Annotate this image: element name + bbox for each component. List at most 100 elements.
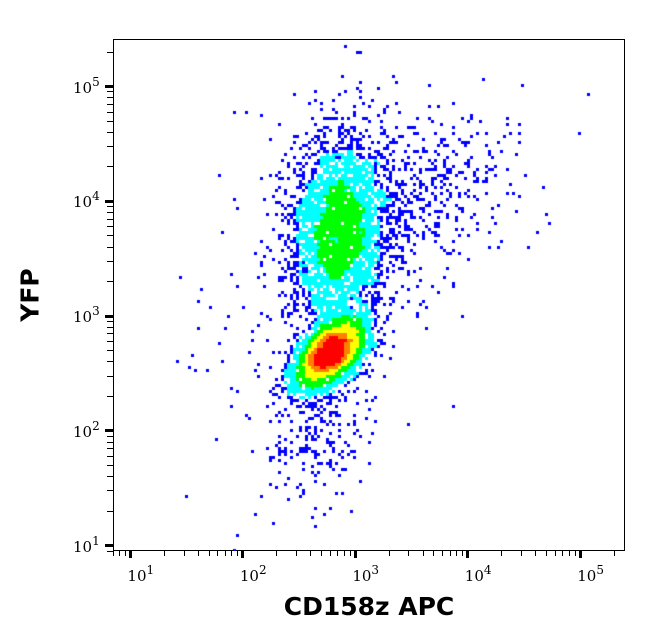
y-minor-tick bbox=[107, 350, 113, 352]
x-minor-tick bbox=[545, 551, 547, 556]
tick-base: 10 bbox=[73, 422, 93, 441]
x-minor-tick bbox=[208, 551, 210, 556]
tick-exponent: 1 bbox=[92, 533, 100, 548]
y-axis-title: YFP bbox=[15, 268, 45, 322]
y-minor-tick bbox=[107, 103, 113, 105]
x-minor-tick bbox=[562, 551, 564, 556]
y-tick-label: 105 bbox=[73, 76, 100, 96]
tick-exponent: 5 bbox=[596, 563, 604, 577]
tick-exponent: 2 bbox=[258, 563, 267, 577]
y-major-tick bbox=[105, 199, 113, 203]
x-major-tick bbox=[128, 551, 132, 558]
x-minor-tick bbox=[349, 551, 351, 556]
tick-base: 10 bbox=[127, 567, 147, 585]
x-minor-tick bbox=[408, 551, 410, 556]
tick-base: 10 bbox=[73, 308, 93, 327]
y-minor-tick bbox=[107, 441, 113, 443]
x-minor-tick bbox=[231, 551, 233, 556]
x-minor-tick bbox=[520, 551, 522, 556]
y-minor-tick bbox=[107, 212, 113, 214]
y-minor-tick bbox=[107, 281, 113, 283]
tick-base: 10 bbox=[239, 567, 259, 585]
x-minor-tick bbox=[329, 551, 331, 556]
tick-exponent: 2 bbox=[92, 418, 100, 433]
y-minor-tick bbox=[107, 550, 113, 552]
tick-exponent: 5 bbox=[92, 74, 100, 89]
y-minor-tick bbox=[107, 490, 113, 492]
x-minor-tick bbox=[224, 551, 226, 556]
x-major-tick bbox=[578, 551, 582, 558]
tick-base: 10 bbox=[352, 567, 372, 585]
y-minor-tick bbox=[107, 465, 113, 467]
y-minor-tick bbox=[107, 131, 113, 133]
y-tick-label: 103 bbox=[73, 305, 100, 327]
x-minor-tick bbox=[501, 551, 503, 556]
tick-base: 10 bbox=[464, 567, 484, 585]
x-minor-tick bbox=[534, 551, 536, 556]
y-minor-tick bbox=[107, 260, 113, 262]
x-minor-tick bbox=[217, 551, 219, 556]
x-minor-tick bbox=[613, 551, 615, 556]
x-minor-tick bbox=[276, 551, 278, 556]
tick-exponent: 4 bbox=[483, 563, 492, 577]
x-axis-title: CD158z APC bbox=[283, 592, 455, 621]
x-minor-tick bbox=[456, 551, 458, 556]
x-major-tick bbox=[353, 551, 357, 558]
tick-exponent: 4 bbox=[92, 189, 100, 204]
y-minor-tick bbox=[107, 226, 113, 228]
y-minor-tick bbox=[107, 235, 113, 237]
x-minor-tick bbox=[433, 551, 435, 556]
x-minor-tick bbox=[124, 551, 126, 556]
x-minor-tick bbox=[320, 551, 322, 556]
y-minor-tick bbox=[107, 361, 113, 363]
y-major-tick bbox=[105, 314, 113, 318]
y-minor-tick bbox=[107, 326, 113, 328]
x-minor-tick bbox=[310, 551, 312, 556]
y-minor-tick bbox=[107, 395, 113, 397]
tick-exponent: 3 bbox=[371, 563, 380, 577]
x-major-tick bbox=[241, 551, 245, 558]
x-minor-tick bbox=[568, 551, 570, 556]
y-major-tick bbox=[105, 429, 113, 433]
y-minor-tick bbox=[107, 120, 113, 122]
y-minor-tick bbox=[107, 375, 113, 377]
y-minor-tick bbox=[107, 341, 113, 343]
y-minor-tick bbox=[107, 246, 113, 248]
y-minor-tick bbox=[107, 435, 113, 437]
y-major-tick bbox=[105, 85, 113, 89]
tick-exponent: 1 bbox=[146, 563, 155, 577]
y-tick-label: 101 bbox=[73, 535, 100, 556]
y-tick-label: 102 bbox=[73, 420, 100, 441]
x-minor-tick bbox=[237, 551, 239, 556]
x-tick-label: 101 bbox=[127, 564, 154, 585]
x-tick-label: 105 bbox=[577, 564, 604, 584]
tick-base: 10 bbox=[73, 193, 93, 212]
y-minor-tick bbox=[107, 510, 113, 512]
y-tick-label: 104 bbox=[73, 190, 100, 212]
density-scatter bbox=[113, 39, 625, 551]
x-tick-label: 102 bbox=[239, 564, 267, 585]
x-minor-tick bbox=[197, 551, 199, 556]
y-minor-tick bbox=[107, 146, 113, 148]
x-major-tick bbox=[466, 551, 470, 558]
y-minor-tick bbox=[107, 166, 113, 168]
x-minor-tick bbox=[112, 551, 114, 556]
x-minor-tick bbox=[119, 551, 121, 556]
y-minor-tick bbox=[107, 448, 113, 450]
y-minor-tick bbox=[107, 111, 113, 113]
y-minor-tick bbox=[107, 476, 113, 478]
y-major-tick bbox=[105, 544, 113, 548]
x-minor-tick bbox=[296, 551, 298, 556]
y-minor-tick bbox=[107, 206, 113, 208]
tick-exponent: 3 bbox=[92, 304, 100, 319]
y-minor-tick bbox=[107, 455, 113, 457]
y-minor-tick bbox=[107, 91, 113, 93]
x-minor-tick bbox=[574, 551, 576, 556]
tick-base: 10 bbox=[73, 537, 93, 556]
y-minor-tick bbox=[107, 320, 113, 322]
y-minor-tick bbox=[107, 97, 113, 99]
x-tick-label: 103 bbox=[352, 564, 379, 585]
x-tick-label: 104 bbox=[464, 564, 492, 585]
x-minor-tick bbox=[337, 551, 339, 556]
